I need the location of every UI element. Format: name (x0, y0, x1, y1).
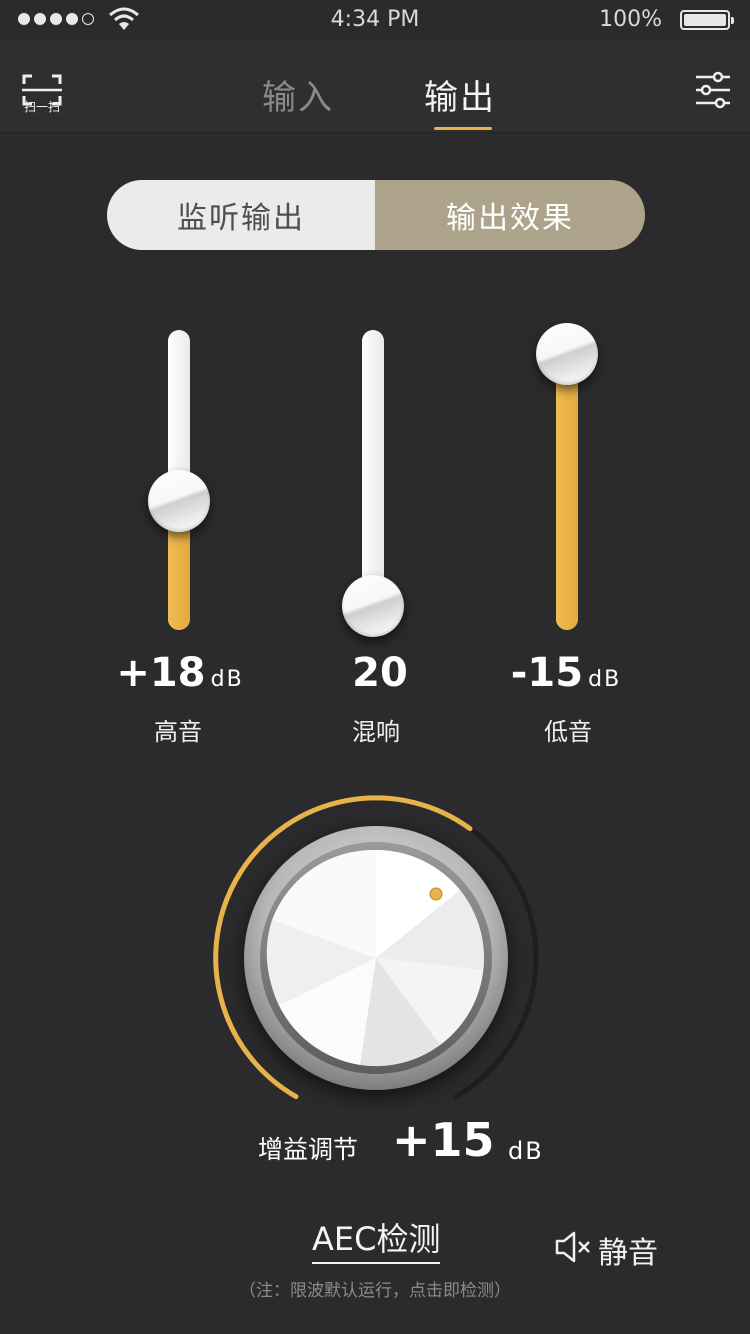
gain-label: 增益调节 (258, 1135, 359, 1164)
signal-strength-icon (18, 13, 94, 25)
aec-detect-link[interactable]: AEC检测 (312, 1214, 441, 1264)
treble-slider-fill (168, 501, 190, 630)
battery-percent: 100% (599, 7, 662, 32)
scan-label[interactable]: 扫一扫 (23, 100, 60, 114)
segment-output-effect[interactable]: 输出效果 (375, 180, 645, 250)
tab-output[interactable]: 输出 (424, 78, 496, 118)
segment-monitor-output[interactable]: 监听输出 (107, 180, 375, 250)
bass-slider[interactable] (536, 323, 598, 630)
settings-sliders-icon[interactable] (694, 70, 732, 110)
battery-icon (680, 10, 734, 30)
gain-dial[interactable] (200, 790, 550, 1110)
bass-value-number: -15 (510, 650, 584, 696)
treble-value: +18 dB (80, 650, 280, 696)
bass-slider-track[interactable] (556, 330, 578, 630)
gain-unit: dB (508, 1137, 544, 1165)
treble-value-unit: dB (210, 667, 244, 692)
scan-icon[interactable] (18, 62, 66, 118)
gain-value: +15 (392, 1113, 495, 1167)
bass-value: -15 dB (466, 650, 666, 696)
wifi-icon (109, 7, 139, 30)
aec-note: （注：限波默认运行，点击即检测） (239, 1281, 511, 1301)
reverb-slider[interactable] (342, 330, 404, 637)
tab-input[interactable]: 输入 (262, 78, 334, 118)
treble-label: 高音 (154, 718, 202, 746)
dial-face[interactable] (266, 849, 484, 1067)
reverb-label: 混响 (352, 718, 400, 746)
reverb-value-number: 20 (352, 650, 408, 696)
status-bar: 4:34 PM 100% (0, 0, 750, 40)
bass-slider-knob[interactable] (536, 323, 598, 385)
top-navigation-bar (0, 40, 750, 133)
dial-indicator-dot (429, 887, 443, 901)
gain-arc-level (213, 795, 473, 1100)
active-tab-indicator (434, 127, 492, 130)
reverb-value: 20 (280, 650, 480, 696)
bass-slider-fill (556, 354, 578, 630)
treble-value-number: +18 (116, 650, 206, 696)
reverb-slider-knob[interactable] (342, 575, 404, 637)
bass-label: 低音 (544, 718, 592, 746)
treble-slider[interactable] (148, 330, 210, 630)
mute-button[interactable]: 静音 (598, 1236, 658, 1271)
volume-mute-icon[interactable] (554, 1230, 592, 1264)
treble-slider-knob[interactable] (148, 470, 210, 532)
status-time: 4:34 PM (330, 7, 420, 32)
bass-value-unit: dB (588, 667, 622, 692)
output-segmented-control: 监听输出 输出效果 (107, 180, 645, 250)
